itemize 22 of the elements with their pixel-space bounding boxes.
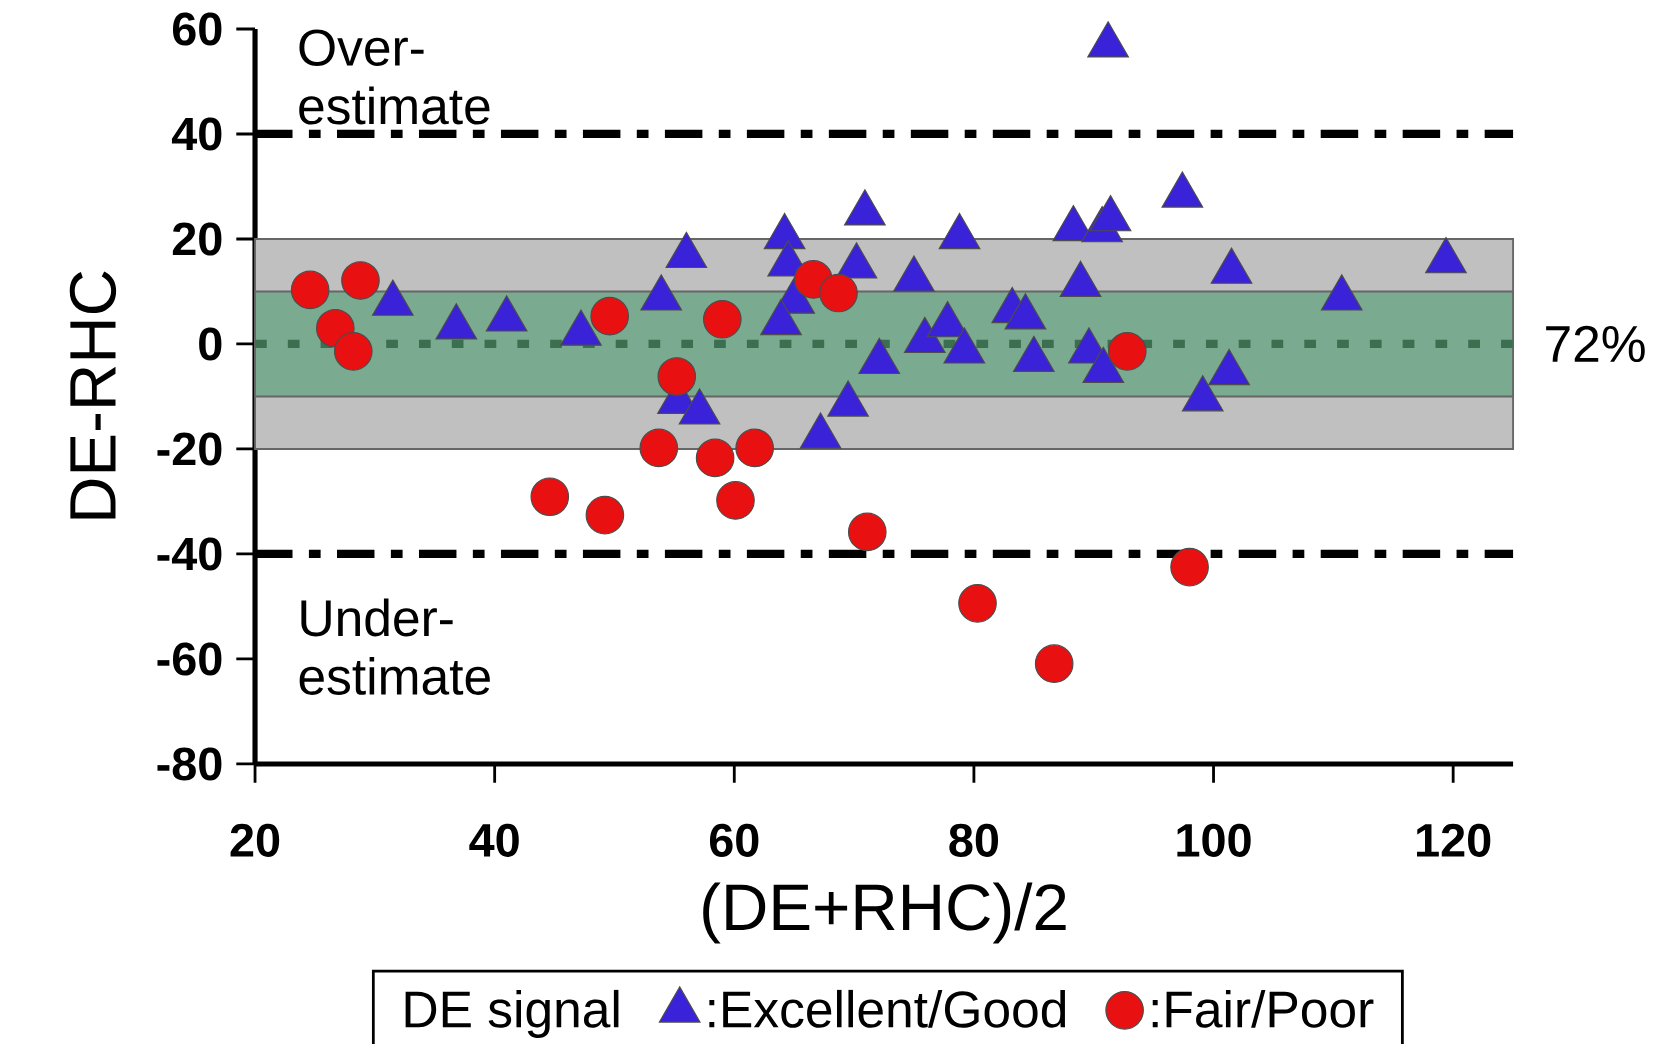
- x-tick-label: 80: [949, 823, 999, 857]
- text: 72%: [1546, 325, 1645, 363]
- y-axis-title: DE-RHC: [69, 271, 117, 519]
- y-tick-label: -80: [157, 747, 222, 781]
- x-tick-label: 120: [1417, 823, 1491, 857]
- x-tick-label: 40: [469, 823, 519, 857]
- y-tick-label: -40: [157, 537, 222, 571]
- y-tick-label: -20: [157, 432, 222, 466]
- x-tick-label: 60: [709, 823, 759, 857]
- y-tick-label: 60: [172, 12, 222, 46]
- y-tick-label: -60: [157, 642, 222, 676]
- x-axis-title: (DE+RHC)/2: [703, 882, 1066, 944]
- x-tick-label: 100: [1177, 823, 1251, 857]
- y-tick-label: 40: [171, 117, 222, 151]
- annotation: Under-estimate: [299, 598, 490, 695]
- x-tick-label: 20: [230, 823, 280, 857]
- y-tick-label: 20: [172, 222, 222, 256]
- legend-label: :Excellent/Good: [709, 989, 1066, 1028]
- y-tick-label: 0: [199, 327, 222, 361]
- legend-title: DE signal: [405, 989, 619, 1038]
- annotation: Over-estimate: [299, 29, 490, 125]
- legend-label: :Fair/Poor: [1152, 989, 1374, 1028]
